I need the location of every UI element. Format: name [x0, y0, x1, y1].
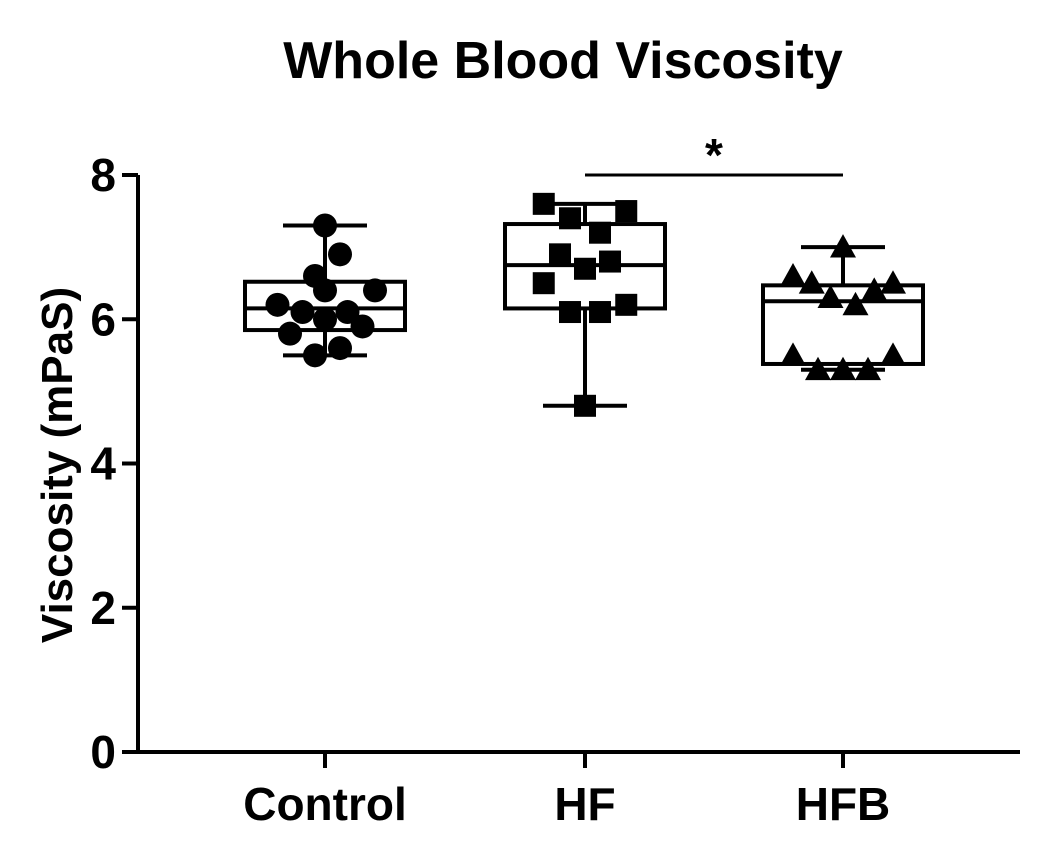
- x-tick-label: HF: [554, 778, 615, 830]
- box-iqr: [761, 283, 925, 366]
- y-tick-label: 8: [90, 149, 116, 201]
- data-point: [313, 307, 337, 332]
- data-point: [313, 213, 337, 238]
- data-point: [861, 277, 888, 301]
- data-point: [817, 284, 844, 309]
- annotation-layer: *: [585, 129, 843, 181]
- data-point: [589, 301, 611, 324]
- data-point: [855, 356, 881, 381]
- data-point: [350, 314, 375, 339]
- data-point: [842, 291, 869, 316]
- axes: 0 2 4 6 8 Control HF HFB: [90, 149, 1020, 830]
- data-point: [532, 272, 555, 295]
- data-point: [805, 356, 831, 381]
- data-point: [830, 356, 856, 381]
- data-point: [830, 234, 856, 258]
- data-point: [615, 200, 638, 223]
- data-point: [532, 192, 555, 215]
- data-point: [265, 292, 290, 317]
- data-point: [278, 321, 302, 346]
- data-point: [335, 300, 360, 325]
- data-point: [780, 262, 806, 287]
- y-tick-label: 6: [90, 293, 116, 345]
- y-tick-label: 2: [90, 582, 116, 634]
- data-point: [574, 257, 596, 280]
- data-point: [303, 343, 327, 368]
- y-axis-label: Viscosity (mPaS): [33, 287, 82, 643]
- data-point: [780, 342, 806, 366]
- x-tick-label: Control: [243, 778, 407, 830]
- data-point: [549, 243, 571, 266]
- data-point: [313, 278, 337, 303]
- data-point: [880, 270, 906, 294]
- data-point: [363, 278, 387, 303]
- data-point: [328, 242, 352, 267]
- box-hf: [503, 201, 667, 408]
- box-hfb: [761, 245, 925, 372]
- data-point: [589, 221, 611, 244]
- data-point: [290, 300, 315, 325]
- chart-title: Whole Blood Viscosity: [283, 32, 843, 90]
- data-point: [328, 336, 352, 361]
- data-point-layer: [265, 192, 906, 417]
- data-point: [559, 207, 581, 230]
- data-point: [599, 250, 621, 273]
- data-point: [798, 270, 825, 294]
- y-tick-label: 4: [90, 438, 116, 490]
- data-point: [615, 293, 638, 316]
- y-tick-label: 0: [90, 726, 116, 778]
- x-tick-label: HFB: [796, 778, 891, 830]
- data-point: [559, 301, 581, 324]
- data-point: [880, 342, 906, 366]
- significance-label: *: [705, 129, 723, 181]
- data-point: [574, 394, 596, 417]
